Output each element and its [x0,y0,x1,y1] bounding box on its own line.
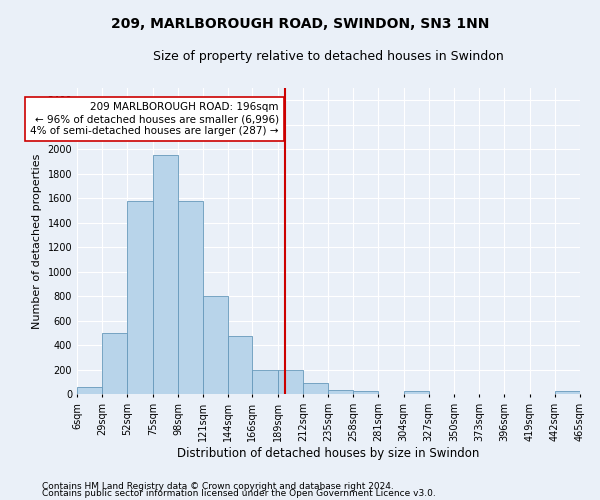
Title: Size of property relative to detached houses in Swindon: Size of property relative to detached ho… [153,50,504,63]
Bar [328,390,353,394]
Text: 209 MARLBOROUGH ROAD: 196sqm
← 96% of detached houses are smaller (6,996)
4% of : 209 MARLBOROUGH ROAD: 196sqm ← 96% of de… [30,102,278,136]
Bar [303,384,328,394]
Bar [228,336,253,394]
Bar [203,296,228,394]
Bar [555,392,580,394]
Text: 209, MARLBOROUGH ROAD, SWINDON, SN3 1NN: 209, MARLBOROUGH ROAD, SWINDON, SN3 1NN [111,18,489,32]
Bar [178,200,203,394]
Bar [404,392,429,394]
Bar [278,370,303,394]
Bar [152,155,178,394]
Y-axis label: Number of detached properties: Number of detached properties [32,154,42,329]
Bar [353,391,379,394]
Bar [102,333,127,394]
Bar [77,387,102,394]
Bar [253,370,278,394]
X-axis label: Distribution of detached houses by size in Swindon: Distribution of detached houses by size … [178,447,480,460]
Text: Contains HM Land Registry data © Crown copyright and database right 2024.: Contains HM Land Registry data © Crown c… [42,482,394,491]
Bar [127,200,152,394]
Text: Contains public sector information licensed under the Open Government Licence v3: Contains public sector information licen… [42,489,436,498]
